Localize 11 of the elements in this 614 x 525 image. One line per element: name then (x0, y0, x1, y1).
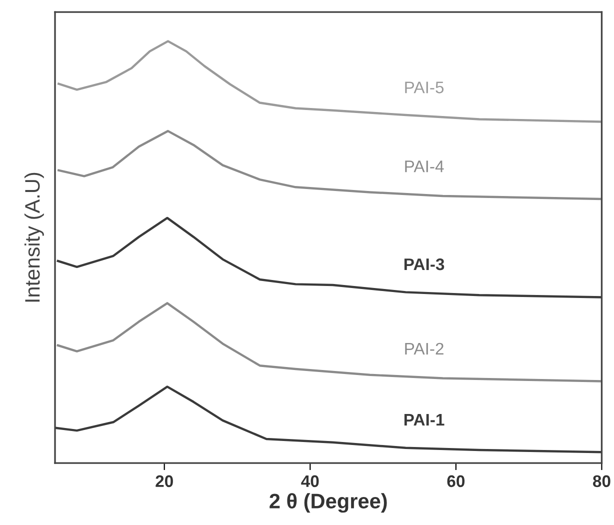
series-label: PAI-1 (404, 414, 444, 426)
x-tick-label: 20 (156, 475, 173, 488)
series-label: PAI-3 (404, 258, 444, 270)
series-label: PAI-5 (405, 82, 444, 94)
y-axis-title: Intensity (A.U) (24, 172, 44, 302)
x-axis-title: 2 θ (Degree) (270, 493, 387, 513)
x-tick-label: 80 (592, 475, 610, 488)
x-tick-label: 40 (301, 475, 319, 488)
series-label: PAI-4 (405, 160, 444, 172)
series-label: PAI-2 (405, 342, 444, 354)
x-tick-label: 60 (447, 475, 465, 488)
